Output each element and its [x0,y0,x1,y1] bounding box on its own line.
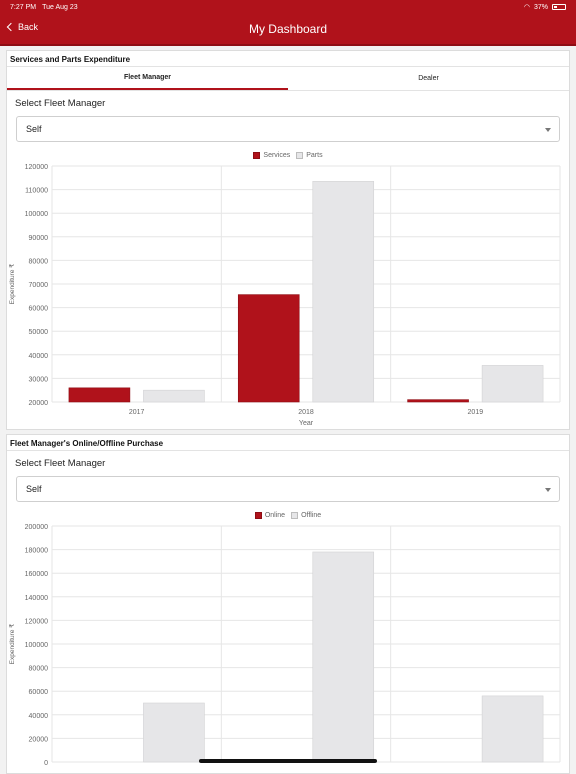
legend-item[interactable]: Parts [296,151,323,159]
caret-down-icon [545,488,551,492]
tab-fleet-manager[interactable]: Fleet Manager [7,67,288,90]
select-value: Self [26,124,42,134]
y-tick-label: 40000 [29,713,49,720]
nav-bar: Back My Dashboard [0,14,576,46]
fleet-manager-select[interactable]: Self [16,116,560,142]
back-button[interactable]: Back [6,22,39,32]
wifi-icon: ◠ [523,4,530,11]
y-tick-label: 100000 [25,211,48,218]
legend-label: Parts [306,151,323,159]
bar-services-2018 [237,294,300,403]
tab-dealer[interactable]: Dealer [418,75,439,82]
y-tick-label: 50000 [29,329,49,336]
y-tick-label: 110000 [25,188,48,195]
legend-swatch [254,511,262,519]
tab-bar: Fleet Manager Dealer [7,67,569,91]
legend-label: Services [263,151,291,159]
status-date: Tue Aug 23 [42,3,78,11]
y-tick-label: 140000 [25,595,48,602]
y-tick-label: 180000 [25,548,48,555]
legend-item[interactable]: Offline [291,511,322,519]
y-tick-label: 40000 [29,353,49,360]
card-title: Services and Parts Expenditure [7,51,569,67]
y-tick-label: 20000 [29,736,49,743]
y-tick-label: 100000 [25,642,48,649]
bar-parts-2017 [143,389,205,403]
bar-services-2017 [68,387,131,403]
y-tick-label: 20000 [29,400,49,407]
select-label: Select Fleet Manager [15,458,106,469]
bar-offline-2017 [143,702,205,763]
y-tick-label: 200000 [25,524,48,531]
page-title: My Dashboard [248,22,328,36]
legend-swatch [296,151,304,159]
expenditure-bar-chart: 20000 30000 40000 50000 60000 70000 80000 90000… [8,164,561,427]
battery-icon [552,4,566,10]
bar-parts-2018 [312,181,375,403]
battery-percent: 37% [533,3,548,11]
y-tick-label: 80000 [29,258,49,265]
y-axis-label: Expenditure ₹ [8,623,16,664]
bar-parts-2019 [481,365,544,403]
chart-legend: Services Parts [7,150,569,160]
services-parts-card: Services and Parts Expenditure Fleet Man… [6,50,570,430]
caret-down-icon [545,128,551,132]
y-tick-label: 60000 [29,306,49,313]
y-tick-label: 120000 [25,618,48,625]
bar-offline-2018 [312,551,375,763]
y-tick-label: 80000 [29,666,49,673]
card-title: Fleet Manager's Online/Offline Purchase [7,435,569,451]
legend-swatch [253,151,261,159]
chart-legend: Online Offline [7,510,569,520]
y-tick-label: 90000 [29,235,49,242]
legend-item[interactable]: Services [253,151,291,159]
x-tick-label: 2017 [129,409,145,416]
online-offline-card: Fleet Manager's Online/Offline Purchase … [6,434,570,774]
status-time: 7:27 PM [10,3,37,11]
bar-services-2019 [407,399,469,403]
y-tick-label: 70000 [29,282,49,289]
x-axis-label: Year [299,420,314,427]
bar-offline-2019 [481,695,544,763]
y-tick-label: 60000 [29,689,49,696]
home-indicator [199,759,377,763]
status-bar: 7:27 PM Tue Aug 23 ◠ 37% [0,0,576,14]
select-label: Select Fleet Manager [15,98,106,109]
fleet-manager-select[interactable]: Self [16,476,560,502]
y-tick-label: 30000 [29,376,49,383]
legend-swatch [291,511,299,519]
y-axis-label: Expenditure ₹ [8,263,16,304]
legend-item[interactable]: Online [254,511,286,519]
back-label: Back [18,22,39,32]
select-value: Self [26,484,42,494]
y-tick-label: 160000 [25,571,48,578]
purchase-bar-chart: 0 20000 40000 60000 80000 100000 120000 140000 1… [8,524,561,767]
x-tick-label: 2019 [468,409,484,416]
x-tick-label: 2018 [298,409,314,416]
y-tick-label: 120000 [25,164,48,171]
legend-label: Offline [301,511,322,519]
y-tick-label: 0 [44,760,48,767]
legend-label: Online [264,511,286,519]
